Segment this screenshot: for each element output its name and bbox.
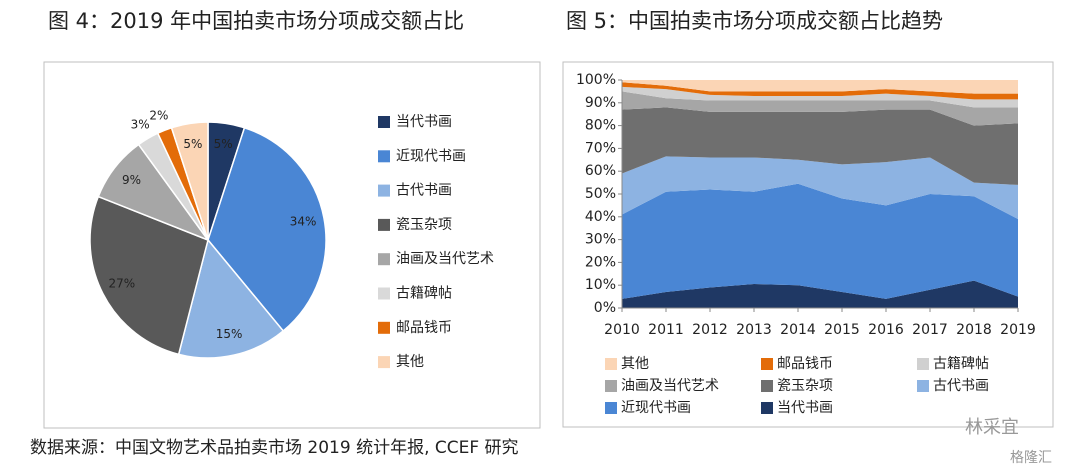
legend-swatch bbox=[378, 218, 390, 231]
x-tick-label: 2010 bbox=[604, 322, 640, 338]
legend-label: 近现代书画 bbox=[396, 148, 466, 164]
area-series bbox=[622, 156, 1018, 220]
pie-slice bbox=[89, 195, 209, 356]
data-label: 2% bbox=[149, 109, 168, 123]
y-tick-label: 50% bbox=[585, 186, 616, 202]
x-tick-label: 2019 bbox=[1000, 322, 1036, 338]
legend-label: 瓷玉杂项 bbox=[777, 378, 833, 394]
legend-label: 油画及当代艺术 bbox=[621, 378, 719, 394]
data-label: 15% bbox=[216, 327, 243, 341]
y-tick-label: 0% bbox=[594, 300, 616, 316]
legend-label: 油画及当代艺术 bbox=[396, 251, 494, 267]
legend-label: 邮品钱币 bbox=[396, 320, 452, 336]
legend-swatch bbox=[378, 184, 390, 197]
chart-title: 图 5：中国拍卖市场分项成交额占比趋势 bbox=[566, 9, 943, 33]
y-tick-label: 60% bbox=[585, 163, 616, 179]
x-tick-label: 2014 bbox=[780, 322, 816, 338]
pie-slice bbox=[207, 126, 327, 332]
legend-label: 瓷玉杂项 bbox=[396, 217, 452, 233]
legend-label: 古籍碑帖 bbox=[396, 285, 452, 302]
legend-label: 古代书画 bbox=[933, 378, 989, 394]
legend-swatch bbox=[605, 402, 617, 414]
x-tick-label: 2018 bbox=[956, 322, 992, 338]
y-tick-label: 70% bbox=[585, 140, 616, 156]
area-series bbox=[622, 80, 1018, 94]
legend-swatch bbox=[378, 150, 390, 163]
data-label: 5% bbox=[183, 137, 202, 151]
y-tick-label: 30% bbox=[585, 232, 616, 248]
area-series bbox=[622, 280, 1018, 308]
legend-swatch bbox=[761, 358, 773, 370]
chart-title: 图 4：2019 年中国拍卖市场分项成交额占比 bbox=[48, 9, 464, 33]
legend-label: 近现代书画 bbox=[621, 400, 691, 416]
y-tick-label: 80% bbox=[585, 118, 616, 134]
y-tick-label: 100% bbox=[576, 72, 616, 88]
legend-swatch bbox=[378, 253, 390, 266]
legend-swatch bbox=[378, 287, 390, 300]
data-label: 3% bbox=[131, 118, 150, 132]
pie-slice bbox=[177, 238, 285, 359]
legend-label: 邮品钱币 bbox=[777, 356, 833, 372]
x-tick-label: 2011 bbox=[648, 322, 684, 338]
legend-label: 古代书画 bbox=[396, 183, 452, 199]
legend-swatch bbox=[605, 358, 617, 370]
area-series bbox=[622, 107, 1018, 185]
legend-swatch bbox=[917, 358, 929, 370]
area-series bbox=[622, 183, 1018, 299]
legend-label: 其他 bbox=[621, 356, 649, 372]
data-label: 9% bbox=[122, 173, 141, 187]
legend-swatch bbox=[605, 380, 617, 392]
watermark: 格隆汇 bbox=[1010, 450, 1052, 466]
pie-slice bbox=[170, 121, 209, 241]
legend-swatch bbox=[761, 402, 773, 414]
area-series bbox=[622, 86, 1018, 108]
chart-frame bbox=[43, 61, 541, 429]
y-tick-label: 40% bbox=[585, 209, 616, 225]
legend-label: 当代书画 bbox=[396, 114, 452, 130]
x-tick-label: 2013 bbox=[736, 322, 772, 338]
legend-label: 古籍碑帖 bbox=[933, 355, 989, 372]
chart-frame bbox=[562, 61, 1054, 428]
x-tick-label: 2017 bbox=[912, 322, 948, 338]
legend-swatch bbox=[378, 116, 390, 128]
area-series bbox=[622, 82, 1018, 100]
legend-label: 当代书画 bbox=[777, 400, 833, 416]
y-tick-label: 10% bbox=[585, 277, 616, 293]
legend-swatch bbox=[761, 380, 773, 392]
data-label: 27% bbox=[108, 276, 135, 290]
x-tick-label: 2012 bbox=[692, 322, 728, 338]
legend-swatch bbox=[917, 380, 929, 392]
legend-swatch bbox=[378, 356, 390, 369]
data-label: 34% bbox=[290, 214, 317, 228]
y-tick-label: 90% bbox=[585, 95, 616, 111]
x-tick-label: 2016 bbox=[868, 322, 904, 338]
y-tick-label: 20% bbox=[585, 254, 616, 270]
source-note: 数据来源：中国文物艺术品拍卖市场 2019 统计年报, CCEF 研究 bbox=[30, 438, 519, 458]
watermark: 林采宜 bbox=[965, 417, 1019, 438]
data-label: 5% bbox=[214, 137, 233, 151]
legend-label: 其他 bbox=[396, 354, 424, 370]
legend-swatch bbox=[378, 321, 390, 334]
area-series bbox=[622, 91, 1018, 126]
x-tick-label: 2015 bbox=[824, 322, 860, 338]
